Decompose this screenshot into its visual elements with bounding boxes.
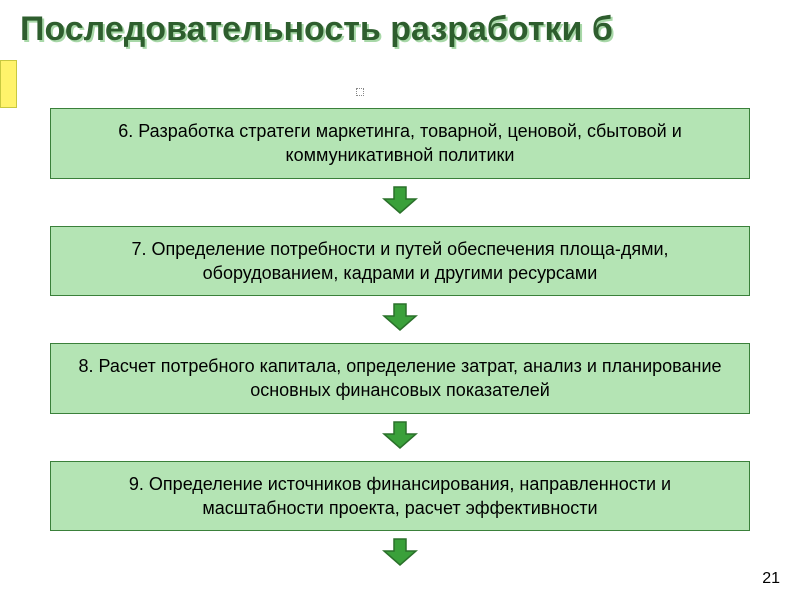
page-title: Последовательность разработки б [20, 10, 780, 49]
arrow-down-icon [382, 420, 418, 455]
flow-step-6: 6. Разработка стратеги маркетинга, товар… [50, 108, 750, 179]
page-number: 21 [762, 570, 780, 588]
flow-step-7: 7. Определение потребности и путей обесп… [50, 226, 750, 297]
arrow-down-icon [382, 185, 418, 220]
flowchart: 6. Разработка стратеги маркетинга, товар… [50, 108, 750, 578]
arrow-down-icon [382, 537, 418, 572]
arrow-down-icon [382, 302, 418, 337]
title-container: Последовательность разработки б [0, 0, 800, 49]
flow-step-8: 8. Расчет потребного капитала, определен… [50, 343, 750, 414]
flow-step-9: 9. Определение источников финансирования… [50, 461, 750, 532]
accent-bar [0, 60, 17, 108]
ghost-box [356, 88, 364, 96]
